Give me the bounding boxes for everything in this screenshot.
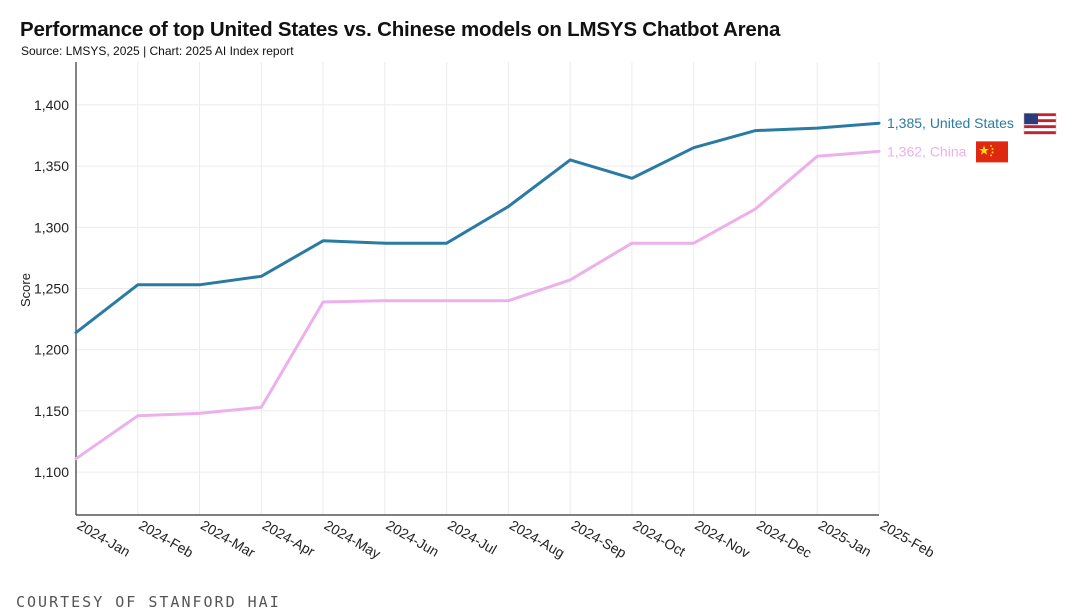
x-tick-label: 2025-Jan — [816, 517, 875, 560]
series-end-label: 1,385, United States — [887, 115, 1014, 131]
y-tick-label: 1,200 — [34, 342, 69, 358]
x-tick-label: 2024-May — [322, 517, 384, 562]
us-flag-icon — [1023, 112, 1057, 135]
y-tick-label: 1,100 — [34, 464, 69, 480]
courtesy-credit: COURTESY OF STANFORD HAI — [16, 593, 281, 611]
y-tick-label: 1,250 — [34, 281, 69, 297]
y-tick-label: 1,350 — [34, 158, 69, 174]
x-tick-label: 2024-Oct — [630, 517, 688, 560]
x-tick-label: 2024-Aug — [507, 517, 568, 561]
series-line-china — [74, 149, 881, 461]
china-flag-icon — [976, 141, 1008, 163]
x-tick-label: 2024-Mar — [198, 517, 258, 561]
x-tick-label: 2024-Jul — [445, 517, 500, 558]
y-tick-label: 1,300 — [34, 219, 69, 235]
series-lines — [74, 121, 881, 461]
series-end-labels: 1,385, United States 1,362, China — [887, 112, 1057, 163]
x-tick-label: 2024-Sep — [569, 517, 630, 561]
series-end-label: 1,362, China — [887, 143, 967, 159]
y-tick-label: 1,400 — [34, 97, 69, 113]
axes — [75, 62, 879, 516]
chart-title: Performance of top United States vs. Chi… — [20, 18, 781, 41]
chart-subtitle: Source: LMSYS, 2025 | Chart: 2025 AI Ind… — [21, 44, 294, 58]
x-tick-label: 2024-Dec — [754, 517, 815, 561]
x-tick-label: 2025-Feb — [878, 517, 938, 561]
x-tick-labels: 2024-Jan 2024-Feb 2024-Mar 2024-Apr 2024-May… — [75, 517, 938, 562]
y-tick-labels: 1,100 1,150 1,200 1,250 1,300 1,350 1,400 — [34, 97, 69, 480]
x-tick-label: 2024-Jan — [75, 517, 134, 560]
y-axis-label: Score — [18, 273, 33, 307]
y-tick-label: 1,150 — [34, 403, 69, 419]
x-tick-label: 2024-Nov — [692, 517, 753, 561]
x-tick-label: 2024-Apr — [260, 517, 318, 560]
x-tick-label: 2024-Jun — [383, 517, 442, 560]
series-line-united-states — [74, 121, 881, 335]
x-tick-label: 2024-Feb — [136, 517, 196, 561]
